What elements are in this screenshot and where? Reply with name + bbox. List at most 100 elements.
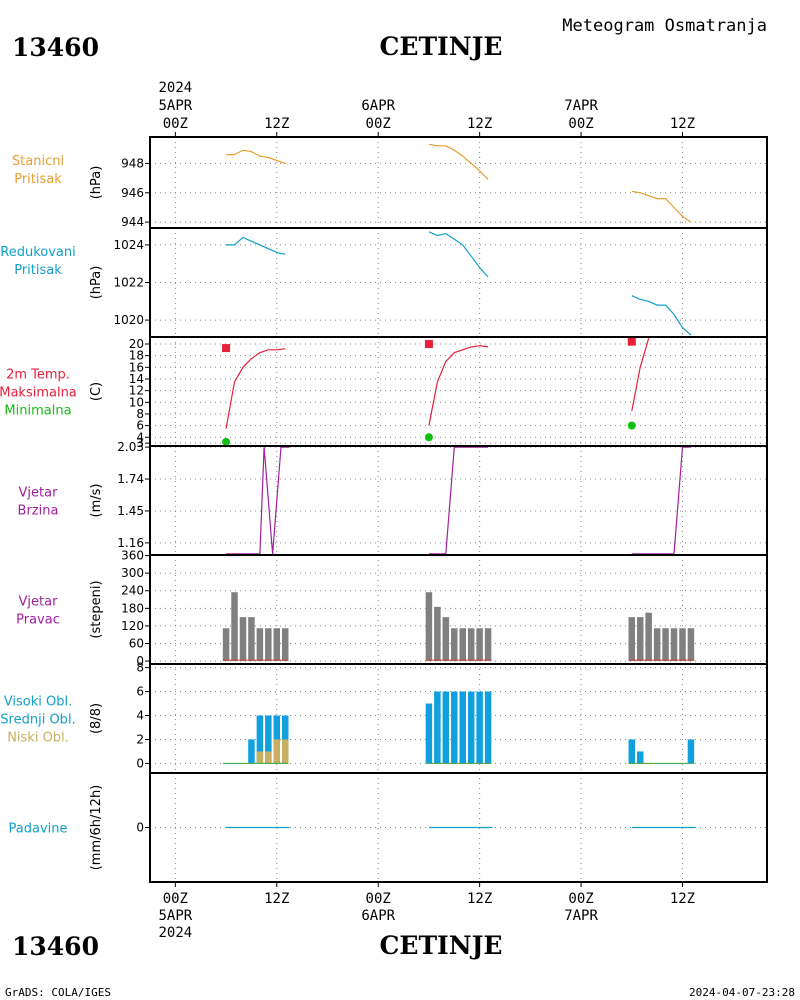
wind-direction-bar (476, 628, 483, 662)
cloud-bar (628, 739, 636, 764)
wind-direction-bar (653, 628, 661, 662)
y-tick-label: 6 (136, 685, 144, 699)
wind-direction-bar (662, 628, 669, 662)
cloud-bar (273, 739, 281, 764)
top-hour-label: 12Z (467, 116, 492, 132)
bottom-date-label: 6APR (361, 908, 395, 924)
station-name-bottom: CETINJE (380, 931, 503, 960)
y-tick-label: 16 (129, 360, 144, 374)
wind-direction-bar (434, 606, 441, 662)
series-line (428, 345, 489, 426)
y-tick-label: 1020 (113, 313, 144, 327)
panel-label: Padavine (9, 822, 68, 837)
series-line (631, 338, 650, 412)
cloud-bar (265, 751, 272, 764)
series-line (631, 190, 692, 223)
y-tick-label: 0 (136, 756, 144, 770)
min-temp-marker (627, 421, 636, 430)
bottom-hour-label: 00Z (568, 891, 593, 907)
y-tick-label: 8 (136, 661, 144, 675)
wind-direction-bar (273, 628, 281, 662)
bottom-hour-label: 12Z (467, 891, 492, 907)
wind-direction-bar (442, 617, 450, 662)
y-tick-label: 18 (129, 349, 144, 363)
top-year-label: 2024 (158, 80, 192, 96)
panel-label: Vjetar (19, 486, 59, 501)
panel-unit-label: (C) (89, 382, 104, 401)
panel-unit-label: (hPa) (89, 166, 104, 200)
cloud-bar (256, 751, 264, 764)
bottom-hour-label: 12Z (670, 891, 695, 907)
wind-direction-bar (222, 628, 230, 662)
footer-timestamp: 2024-04-07-23:28 (689, 986, 795, 999)
y-tick-label: 300 (121, 566, 144, 580)
y-tick-label: 944 (121, 215, 144, 229)
panel-frame (149, 227, 768, 338)
max-temp-marker (424, 339, 433, 348)
bottom-year-label: 2024 (158, 925, 192, 941)
bottom-hour-label: 12Z (264, 891, 289, 907)
y-tick-label: 948 (121, 156, 144, 170)
top-hour-label: 00Z (366, 116, 391, 132)
bottom-hour-label: 00Z (366, 891, 391, 907)
panel-wind-direction: 0 60 120 180 240 300 360 (stepeni) Vjetar Pravac (16, 549, 768, 668)
series-line (226, 236, 286, 255)
bottom-date-label: 7APR (564, 908, 598, 924)
series-line (428, 446, 489, 555)
wind-direction-bar (265, 628, 272, 662)
panel-unit-label: (hPa) (89, 266, 104, 300)
y-tick-label: 2.03 (117, 440, 144, 454)
cloud-bar (636, 751, 644, 764)
cloud-bar (442, 691, 450, 764)
wind-direction-bar (248, 617, 255, 662)
panel-label: 2m Temp. (6, 368, 70, 383)
wind-direction-bar (484, 628, 492, 662)
wind-direction-bar (687, 628, 695, 662)
y-tick-label: 3 (136, 436, 144, 450)
y-tick-label: 2 (136, 732, 144, 746)
station-name-top: CETINJE (380, 32, 503, 61)
panel-clouds: 0 2 4 6 8 (8/8) Visoki Obl. Srednji Obl. Niski O… (0, 661, 768, 774)
wind-direction-bar (281, 628, 289, 662)
top-hour-label: 12Z (264, 116, 289, 132)
panels: 944946948(hPa)StanicniPritisak1020102210… (0, 136, 768, 883)
y-tick-label: 0 (136, 821, 144, 835)
panel-wind-speed: 1.16 1.45 1.74 2.03 (m/s) Vjetar Brzina (18, 440, 768, 556)
wind-direction-bar (645, 612, 652, 662)
panel-label: Redukovani (0, 245, 75, 260)
y-tick-label: 4 (136, 430, 144, 444)
cloud-bar (425, 703, 433, 764)
panel-label: Brzina (18, 504, 59, 519)
wind-direction-bar (239, 617, 247, 662)
station-id-top: 13460 (12, 33, 99, 62)
wind-direction-bar (467, 628, 475, 662)
min-temp-marker (222, 437, 231, 446)
panel-label: Minimalna (4, 404, 71, 419)
wind-direction-bar (679, 628, 686, 662)
wind-direction-bar (256, 628, 264, 662)
top-date-label: 6APR (361, 98, 395, 114)
min-temp-marker (424, 433, 433, 442)
cloud-bar (467, 691, 475, 764)
panel-unit-label: (m/s) (89, 484, 104, 518)
series-line (631, 446, 691, 555)
top-hour-label: 00Z (163, 116, 188, 132)
panel-unit-label: (stepeni) (89, 580, 104, 638)
y-tick-label: 946 (121, 186, 144, 200)
station-id-bottom: 13460 (12, 932, 99, 961)
panel-label: Maksimalna (0, 386, 77, 401)
chart-title: Meteogram Osmatranja (562, 16, 767, 36)
cloud-bar (451, 691, 458, 764)
panel-label: Niski Obl. (7, 731, 69, 746)
panel-label: Srednji Obl. (0, 713, 75, 728)
wind-direction-bar (636, 617, 644, 662)
cloud-bar (281, 739, 289, 764)
max-temp-marker (627, 337, 636, 346)
panel-reduced-pressure: 1020 1022 1024 (hPa) Redukovani Pritisak (0, 227, 768, 338)
wind-direction-bar (451, 628, 458, 662)
bottom-hour-label: 00Z (163, 891, 188, 907)
series-line (225, 348, 286, 429)
panel-frame (149, 663, 768, 774)
